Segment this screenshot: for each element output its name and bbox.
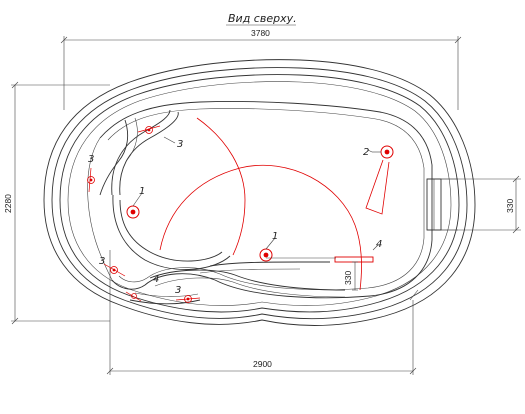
callout-1-light: 1 [272, 231, 278, 242]
callout-3-nozzle: 3 [175, 285, 181, 296]
dimension-total-width-label: 2280 [3, 194, 13, 213]
nozzle-icon [125, 291, 142, 302]
nozzle-icon [137, 125, 161, 134]
pool-inner-steps [87, 101, 433, 305]
light-icon [259, 248, 273, 262]
callout-4-ladder: 4 [376, 239, 382, 250]
nozzle-icon [175, 295, 201, 303]
callout-3-nozzle: 3 [88, 154, 94, 165]
callout-4-ladder: 4 [153, 274, 159, 285]
callout-2-skimmer: 2 [363, 147, 369, 158]
dimension-total-width: 2280 [3, 81, 110, 325]
dimension-total-length-label: 3780 [251, 28, 270, 38]
ladder-fixture: 330 [266, 256, 374, 291]
dimension-inner-length-label: 2900 [253, 359, 272, 369]
callout-1-light: 1 [139, 186, 145, 197]
pool-outer-rim [43, 59, 476, 326]
callout-3-nozzle: 3 [99, 256, 105, 267]
equipment-radii [159, 117, 362, 291]
dimension-inner-length: 2900 [106, 250, 417, 375]
skimmer-icon [365, 145, 394, 215]
nozzle-icon [103, 263, 126, 277]
dimension-step-width-label: 330 [505, 199, 515, 213]
callout-3-nozzle: 3 [177, 139, 183, 150]
nozzle-icon [87, 167, 95, 193]
ladder-niche [426, 178, 458, 231]
dimension-ladder-depth-label: 330 [343, 271, 353, 285]
drawing-title: Вид сверху. [228, 12, 297, 25]
light-icon [126, 205, 140, 219]
leader-lines [132, 136, 419, 301]
dimension-total-length: 3780 [60, 28, 462, 110]
